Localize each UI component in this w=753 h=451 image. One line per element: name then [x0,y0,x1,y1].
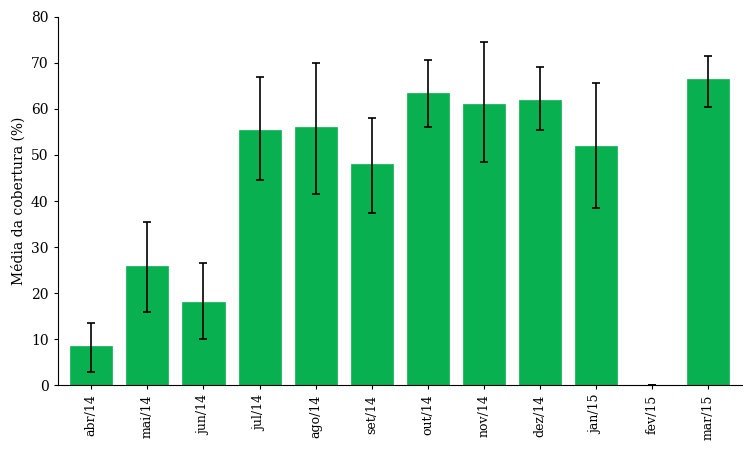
Bar [407,93,449,386]
Bar [687,79,729,386]
Bar [127,266,169,386]
Bar [519,100,561,386]
Bar [239,129,281,386]
Bar [294,127,337,386]
Bar [70,346,112,386]
Y-axis label: Média da cobertura (%): Média da cobertura (%) [11,117,26,285]
Bar [182,303,224,386]
Bar [463,104,505,386]
Bar [575,146,617,386]
Bar [351,164,393,386]
